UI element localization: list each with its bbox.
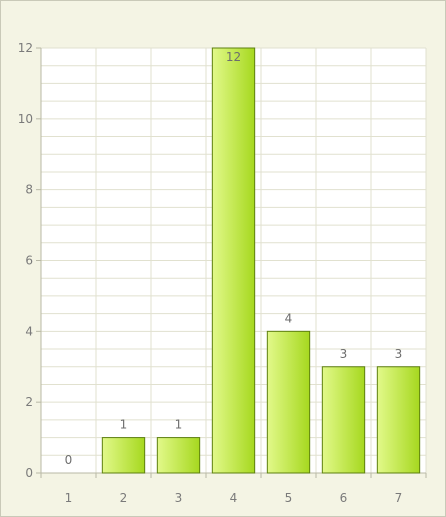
bar — [266, 330, 311, 474]
y-tick-label: 12 — [18, 41, 33, 55]
x-tick-label: 2 — [120, 491, 128, 505]
data-label: 0 — [65, 453, 73, 467]
bars — [101, 47, 421, 474]
data-labels: 0 1 1 12 4 3 3 — [65, 50, 403, 467]
y-tick-label: 0 — [25, 466, 33, 480]
x-tick-label: 6 — [340, 491, 348, 505]
bar — [376, 366, 421, 474]
bar — [101, 437, 146, 474]
data-label: 3 — [340, 347, 348, 361]
bar — [211, 47, 256, 474]
y-tick-label: 6 — [25, 254, 33, 268]
data-label: 3 — [395, 347, 403, 361]
data-label: 12 — [226, 50, 241, 64]
x-tick-label: 1 — [65, 491, 73, 505]
bar — [321, 366, 366, 474]
x-tick-label: 3 — [175, 491, 183, 505]
data-label: 4 — [285, 311, 293, 325]
x-tick-label: 5 — [285, 491, 293, 505]
y-tick-label: 2 — [25, 395, 33, 409]
x-tick-label: 7 — [395, 491, 403, 505]
x-tick-label: 4 — [230, 491, 238, 505]
y-tick-label: 10 — [18, 112, 33, 126]
data-label: 1 — [120, 418, 128, 432]
y-tick-label: 8 — [25, 183, 33, 197]
data-label: 1 — [175, 418, 183, 432]
y-tick-label: 4 — [25, 324, 33, 338]
bar — [156, 437, 201, 474]
